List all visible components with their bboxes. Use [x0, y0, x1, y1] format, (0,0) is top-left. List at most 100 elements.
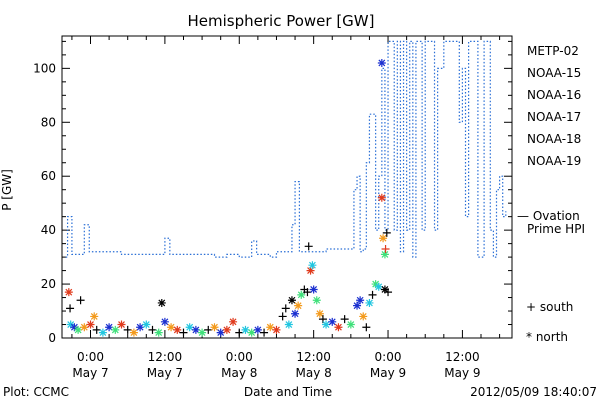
data-point-south: [340, 315, 349, 324]
data-point-south: [303, 288, 312, 297]
data-point-south: [123, 325, 132, 334]
legend-entry: NOAA-15: [527, 66, 581, 80]
x-tick-label-date: May 7: [72, 366, 108, 380]
data-point-north: [142, 320, 151, 329]
x-tick-label-date: May 8: [221, 366, 257, 380]
x-tick-label-date: May 8: [296, 366, 332, 380]
data-point-north: [266, 323, 275, 332]
data-point-north: [64, 288, 73, 297]
data-point-south: [204, 325, 213, 334]
data-point-north: [297, 290, 306, 299]
data-point-south: [260, 328, 269, 337]
legend-entry: NOAA-16: [527, 88, 581, 102]
data-point-north: [74, 325, 83, 334]
data-point-north: [380, 250, 389, 259]
data-point-north: [66, 320, 75, 329]
data-point-south: [76, 296, 85, 305]
symbol-legend-north: * north: [526, 330, 568, 344]
data-point-north: [191, 325, 200, 334]
data-point-north: [356, 296, 365, 305]
data-point-north: [272, 325, 281, 334]
x-tick-label-date: May 7: [147, 366, 183, 380]
data-point-south: [278, 312, 287, 321]
data-point-north: [306, 266, 315, 275]
ovation-legend-label: — Ovation: [517, 209, 580, 223]
data-point-north: [80, 323, 89, 332]
data-point-north: [105, 323, 114, 332]
x-axis-label: Date and Time: [244, 385, 332, 399]
data-point-north: [247, 328, 256, 337]
data-point-north: [70, 323, 79, 332]
data-point-north: [216, 328, 225, 337]
data-point-north: [154, 328, 163, 337]
data-point-south: [281, 304, 290, 313]
x-tick-label-date: May 9: [370, 366, 406, 380]
data-point-north: [136, 323, 145, 332]
plot-frame: [61, 35, 513, 339]
x-tick-label-time: 0:00: [77, 350, 104, 364]
x-tick-label-time: 12:00: [296, 350, 331, 364]
chart-title: Hemispheric Power [GW]: [188, 12, 375, 30]
data-point-south: [368, 290, 377, 299]
data-point-north: [167, 323, 176, 332]
ovation-legend-label: Prime HPI: [527, 222, 585, 236]
data-point-north: [291, 309, 300, 318]
data-point-north: [198, 328, 207, 337]
data-point-north: [365, 298, 374, 307]
data-point-north: [312, 296, 321, 305]
data-point-north: [160, 317, 169, 326]
data-point-north: [173, 325, 182, 334]
data-point-south: [381, 245, 390, 254]
data-point-north: [315, 309, 324, 318]
data-point-north: [322, 320, 331, 329]
x-tick-label-time: 0:00: [375, 350, 402, 364]
y-axis-label: P [GW]: [0, 169, 14, 211]
data-point-north: [117, 320, 126, 329]
data-point-south: [304, 242, 313, 251]
data-point-north: [229, 317, 238, 326]
data-point-north: [90, 312, 99, 321]
data-point-north: [185, 323, 194, 332]
data-point-north: [359, 312, 368, 321]
data-point-south: [384, 288, 393, 297]
data-point-north: [222, 325, 231, 334]
data-point-north: [253, 325, 262, 334]
data-point-north: [210, 323, 219, 332]
data-point-north: [353, 301, 362, 310]
symbol-legend-south: + south: [526, 300, 573, 314]
data-point-north: [334, 323, 343, 332]
data-point-north: [86, 320, 95, 329]
data-point-south: [382, 228, 391, 237]
data-point-north: [157, 298, 166, 307]
data-point-south: [66, 304, 75, 313]
y-tick-label: 100: [33, 61, 56, 75]
legend-entry: METP-02: [527, 44, 579, 58]
data-point-south: [92, 325, 101, 334]
data-point-north: [284, 320, 293, 329]
y-tick-label: 0: [48, 331, 56, 345]
data-point-north: [309, 285, 318, 294]
legend-entry: NOAA-19: [527, 154, 581, 168]
x-tick-label-time: 0:00: [226, 350, 253, 364]
data-point-south: [235, 328, 244, 337]
legend-entry: NOAA-17: [527, 110, 581, 124]
footer-credit: Plot: CCMC: [3, 385, 69, 399]
data-point-north: [308, 261, 317, 270]
footer-timestamp: 2012/05/09 18:40:07: [470, 385, 597, 399]
data-point-north: [377, 58, 386, 67]
data-point-south: [148, 325, 157, 334]
data-point-north: [374, 282, 383, 291]
ovation-prime-hpi-line: [65, 40, 507, 258]
x-tick-label-time: 12:00: [148, 350, 183, 364]
data-point-south: [179, 328, 188, 337]
y-tick-label: 60: [41, 169, 56, 183]
data-point-north: [129, 328, 138, 337]
data-point-north: [241, 325, 250, 334]
data-point-south: [362, 323, 371, 332]
x-tick-label-date: May 9: [444, 366, 480, 380]
data-point-north: [111, 325, 120, 334]
data-point-north: [380, 285, 389, 294]
y-tick-label: 40: [41, 223, 56, 237]
data-point-north: [287, 296, 296, 305]
